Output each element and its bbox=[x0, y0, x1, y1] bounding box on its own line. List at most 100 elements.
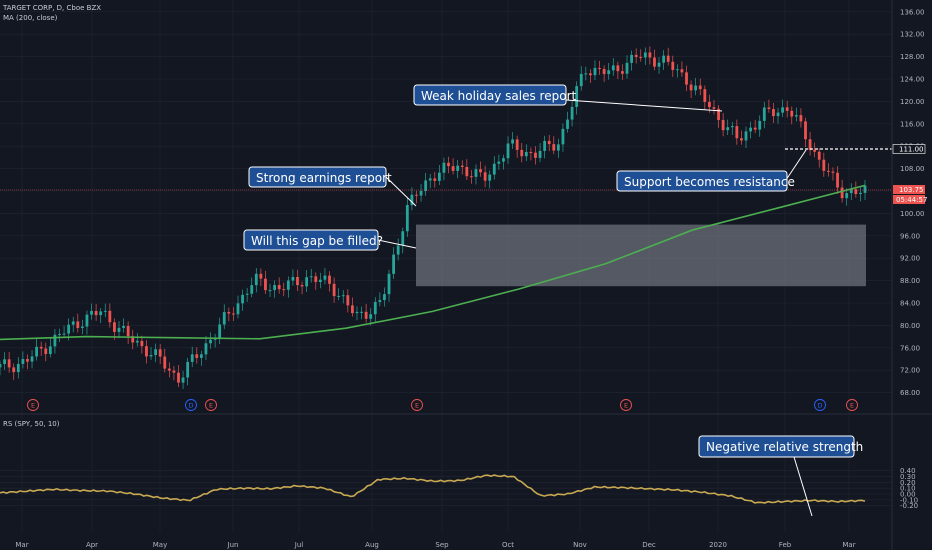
candle-body bbox=[204, 343, 208, 355]
price-tick-label: 116.00 bbox=[900, 120, 925, 128]
candle-body bbox=[158, 349, 162, 357]
rs-tick-label: 0.20 bbox=[900, 479, 916, 487]
candle-body bbox=[149, 355, 153, 357]
candle-body bbox=[53, 334, 57, 347]
time-tick-label: Mar bbox=[842, 541, 855, 549]
price-tick-label: 92.00 bbox=[900, 255, 920, 263]
candle-body bbox=[854, 189, 858, 194]
event-marker-label: E bbox=[850, 402, 854, 410]
annotation-arrow bbox=[377, 239, 417, 249]
candle-body bbox=[616, 65, 620, 72]
candle-body bbox=[689, 84, 693, 91]
candle-body bbox=[277, 285, 281, 290]
candle-body bbox=[396, 245, 400, 255]
candle-body bbox=[140, 340, 144, 347]
candle-body bbox=[85, 314, 89, 327]
time-tick-label: Sep bbox=[435, 541, 449, 549]
candle-body bbox=[474, 169, 478, 177]
time-tick-label: May bbox=[153, 541, 167, 549]
annotation-text: Negative relative strength bbox=[706, 440, 863, 454]
gap-zone bbox=[416, 224, 866, 287]
annotation-box bbox=[698, 435, 855, 458]
candle-body bbox=[634, 54, 638, 57]
event-marker-earnings bbox=[846, 399, 858, 411]
candle-body bbox=[794, 115, 798, 117]
candle-body bbox=[268, 290, 272, 292]
candle-body bbox=[296, 276, 299, 286]
time-axis: Mar Apr May Jun Jul Aug Sep Oct Nov Dec 2020 Feb Mar bbox=[15, 541, 855, 549]
annotation-text: Weak holiday sales report bbox=[421, 89, 576, 103]
candle-body bbox=[804, 121, 807, 140]
candle-body bbox=[181, 377, 185, 383]
candle-body bbox=[378, 300, 382, 302]
candle-body bbox=[584, 73, 588, 75]
candle-body bbox=[135, 340, 139, 343]
candle-body bbox=[44, 348, 48, 355]
candle-body bbox=[703, 89, 707, 102]
candle-body bbox=[410, 194, 414, 206]
candle-body bbox=[561, 128, 565, 145]
candle-body bbox=[35, 346, 39, 357]
annotation-text: Will this gap be filled? bbox=[251, 234, 383, 248]
candle-body bbox=[813, 149, 817, 152]
candle-body bbox=[488, 174, 492, 181]
candle-body bbox=[117, 327, 121, 332]
event-marker-label: E bbox=[415, 402, 419, 410]
candle-body bbox=[442, 162, 446, 173]
candle-body bbox=[552, 144, 556, 151]
candle-body bbox=[602, 68, 606, 75]
candle-body bbox=[227, 312, 231, 314]
price-tick-label: 120.00 bbox=[900, 98, 925, 106]
candle-body bbox=[556, 144, 560, 151]
candle-body bbox=[186, 361, 190, 378]
candle-body bbox=[167, 368, 171, 371]
candle-body bbox=[90, 311, 93, 315]
candle-body bbox=[698, 85, 702, 90]
candle-body bbox=[831, 171, 835, 173]
event-marker-earnings bbox=[27, 399, 39, 411]
candle-body bbox=[323, 275, 327, 280]
candle-body bbox=[103, 310, 107, 312]
price-tick-label: 100.00 bbox=[900, 210, 925, 218]
event-marker-earnings bbox=[411, 399, 423, 411]
candle-body bbox=[712, 107, 716, 109]
candle-body bbox=[817, 151, 821, 160]
time-tick-label: Feb bbox=[779, 541, 792, 549]
candle-body bbox=[163, 356, 167, 369]
last-price-tag bbox=[893, 185, 925, 194]
candle-body bbox=[790, 110, 794, 117]
candle-body bbox=[611, 65, 615, 71]
candle-body bbox=[437, 172, 441, 181]
ma-legend: MA (200, close) bbox=[3, 14, 58, 22]
price-tick-label: 132.00 bbox=[900, 31, 925, 39]
candle-body bbox=[328, 275, 331, 284]
candle-body bbox=[785, 107, 789, 111]
candle-body bbox=[433, 178, 437, 181]
candle-body bbox=[259, 273, 263, 279]
candle-body bbox=[337, 295, 341, 297]
candle-body bbox=[538, 150, 542, 158]
countdown-text: 05:44:57 bbox=[896, 196, 927, 204]
annotation-arrow bbox=[785, 149, 807, 181]
candle-body bbox=[351, 305, 354, 314]
candle-body bbox=[744, 131, 748, 141]
time-tick-label: Mar bbox=[15, 541, 28, 549]
candle-body bbox=[67, 324, 71, 334]
candle-body bbox=[314, 276, 318, 283]
candle-body bbox=[419, 191, 423, 196]
candle-body bbox=[108, 310, 112, 323]
candle-body bbox=[122, 325, 125, 328]
rs-tick-label: -0.20 bbox=[900, 502, 918, 510]
candle-body bbox=[218, 324, 222, 338]
candle-body bbox=[369, 314, 373, 319]
candle-body bbox=[707, 101, 711, 108]
candle-body bbox=[254, 273, 258, 286]
rs-tick-label: 0.10 bbox=[900, 485, 916, 493]
price-tick-label: 68.00 bbox=[900, 389, 920, 397]
candle-body bbox=[808, 139, 812, 150]
annotation-arrow bbox=[793, 456, 813, 517]
annotation-arrow bbox=[565, 99, 723, 112]
candle-body bbox=[145, 346, 148, 357]
candle-body bbox=[273, 285, 277, 291]
rs-axis: 0.400.300.200.100.00-0.10-0.20 bbox=[900, 467, 918, 510]
